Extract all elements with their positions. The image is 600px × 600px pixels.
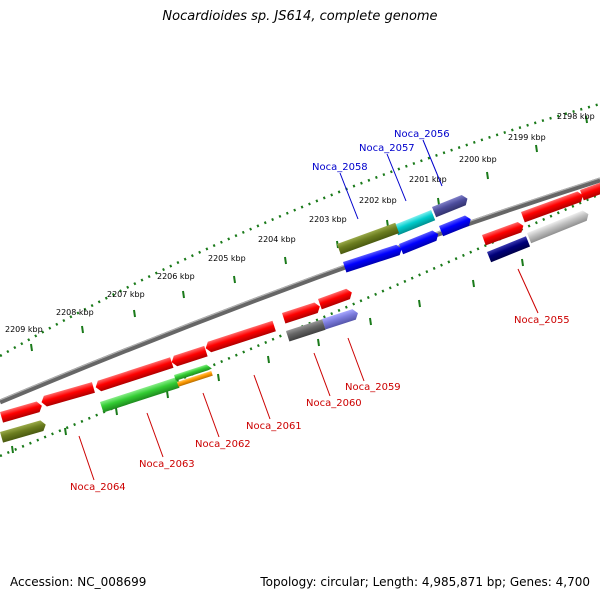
leader-noca-2064 [78,435,95,481]
kbp-label: 2203 kbp [309,215,347,224]
gene-arrow[interactable] [482,221,525,246]
gene-arrow[interactable] [286,319,326,342]
gene-arrow[interactable] [432,194,469,218]
genome-backbone-highlight [0,177,600,401]
leader-noca-2061 [253,374,271,420]
genome-summary-text: Topology: circular; Length: 4,985,871 bp… [260,575,590,589]
leader-noca-2060 [313,352,331,397]
forward-strand-genes [0,179,600,423]
gene-arrow[interactable] [40,382,95,407]
leader-noca-2056 [422,139,443,187]
leader-noca-2063 [146,412,164,458]
gene-label[interactable]: Noca_2064 [70,482,126,493]
reverse-strand-genes [0,209,590,443]
outer-tick-track [0,102,600,358]
leader-noca-2058 [339,172,359,220]
gene-arrow[interactable] [521,190,585,223]
gene-label[interactable]: Noca_2062 [195,439,251,450]
gene-arrow[interactable] [94,357,174,392]
gene-label[interactable]: Noca_2057 [359,143,415,154]
gene-arrow[interactable] [100,377,180,413]
gene-arrow[interactable] [282,301,322,324]
kbp-label: 2200 kbp [459,155,497,164]
gene-arrow[interactable] [170,345,208,368]
kbp-label: 2209 kbp [5,325,43,334]
kbp-label: 2202 kbp [359,196,397,205]
gene-arrow[interactable] [0,400,43,423]
gene-arrow[interactable] [527,209,590,244]
kbp-label: 2201 kbp [409,175,447,184]
gene-labels: Noca_2055 Noca_2056 Noca_2057 Noca_2058 … [70,129,570,493]
gene-arrow[interactable] [580,179,600,201]
inner-major-ticks [11,258,524,454]
gene-arrow[interactable] [343,243,403,273]
leader-noca-2062 [202,392,220,438]
kbp-label: 2206 kbp [157,272,195,281]
gene-arrow[interactable] [322,308,360,330]
gene-label[interactable]: Noca_2060 [306,398,362,409]
genome-backbone [0,177,600,405]
gene-arrow[interactable] [318,287,354,310]
kbp-label: 2198 kbp [557,112,595,121]
gene-arrow[interactable] [204,320,276,354]
gene-arrow[interactable] [399,229,440,255]
gene-arrow[interactable] [174,363,212,381]
kbp-label: 2205 kbp [208,254,246,263]
kbp-label: 2207 kbp [107,290,145,299]
gene-arrow[interactable] [439,214,473,237]
leader-noca-2057 [386,153,407,202]
label-leader-lines [78,139,539,481]
upper-gene-cluster [337,194,473,273]
gene-arrow[interactable] [487,236,531,263]
kbp-labels: 2198 kbp 2199 kbp 2200 kbp 2201 kbp 2202… [5,112,595,334]
kbp-label: 2204 kbp [258,235,296,244]
gene-label[interactable]: Noca_2059 [345,382,401,393]
gene-label[interactable]: Noca_2063 [139,459,195,470]
gene-arrow[interactable] [394,210,436,236]
accession-text: Accession: NC_008699 [10,575,147,589]
leader-noca-2055 [517,268,539,314]
outer-major-ticks [30,115,588,352]
kbp-label: 2208 kbp [56,308,94,317]
gene-label[interactable]: Noca_2056 [394,129,450,140]
gene-label[interactable]: Noca_2061 [246,421,302,432]
gene-arrow[interactable] [0,419,47,443]
gene-label[interactable]: Noca_2058 [312,162,368,173]
map-title: Nocardioides sp. JS614, complete genome [162,9,438,24]
gene-label[interactable]: Noca_2055 [514,315,570,326]
leader-noca-2059 [347,337,365,382]
kbp-label: 2199 kbp [508,133,546,142]
gene-arrow[interactable] [337,222,400,255]
gene-arrow[interactable] [177,370,213,387]
